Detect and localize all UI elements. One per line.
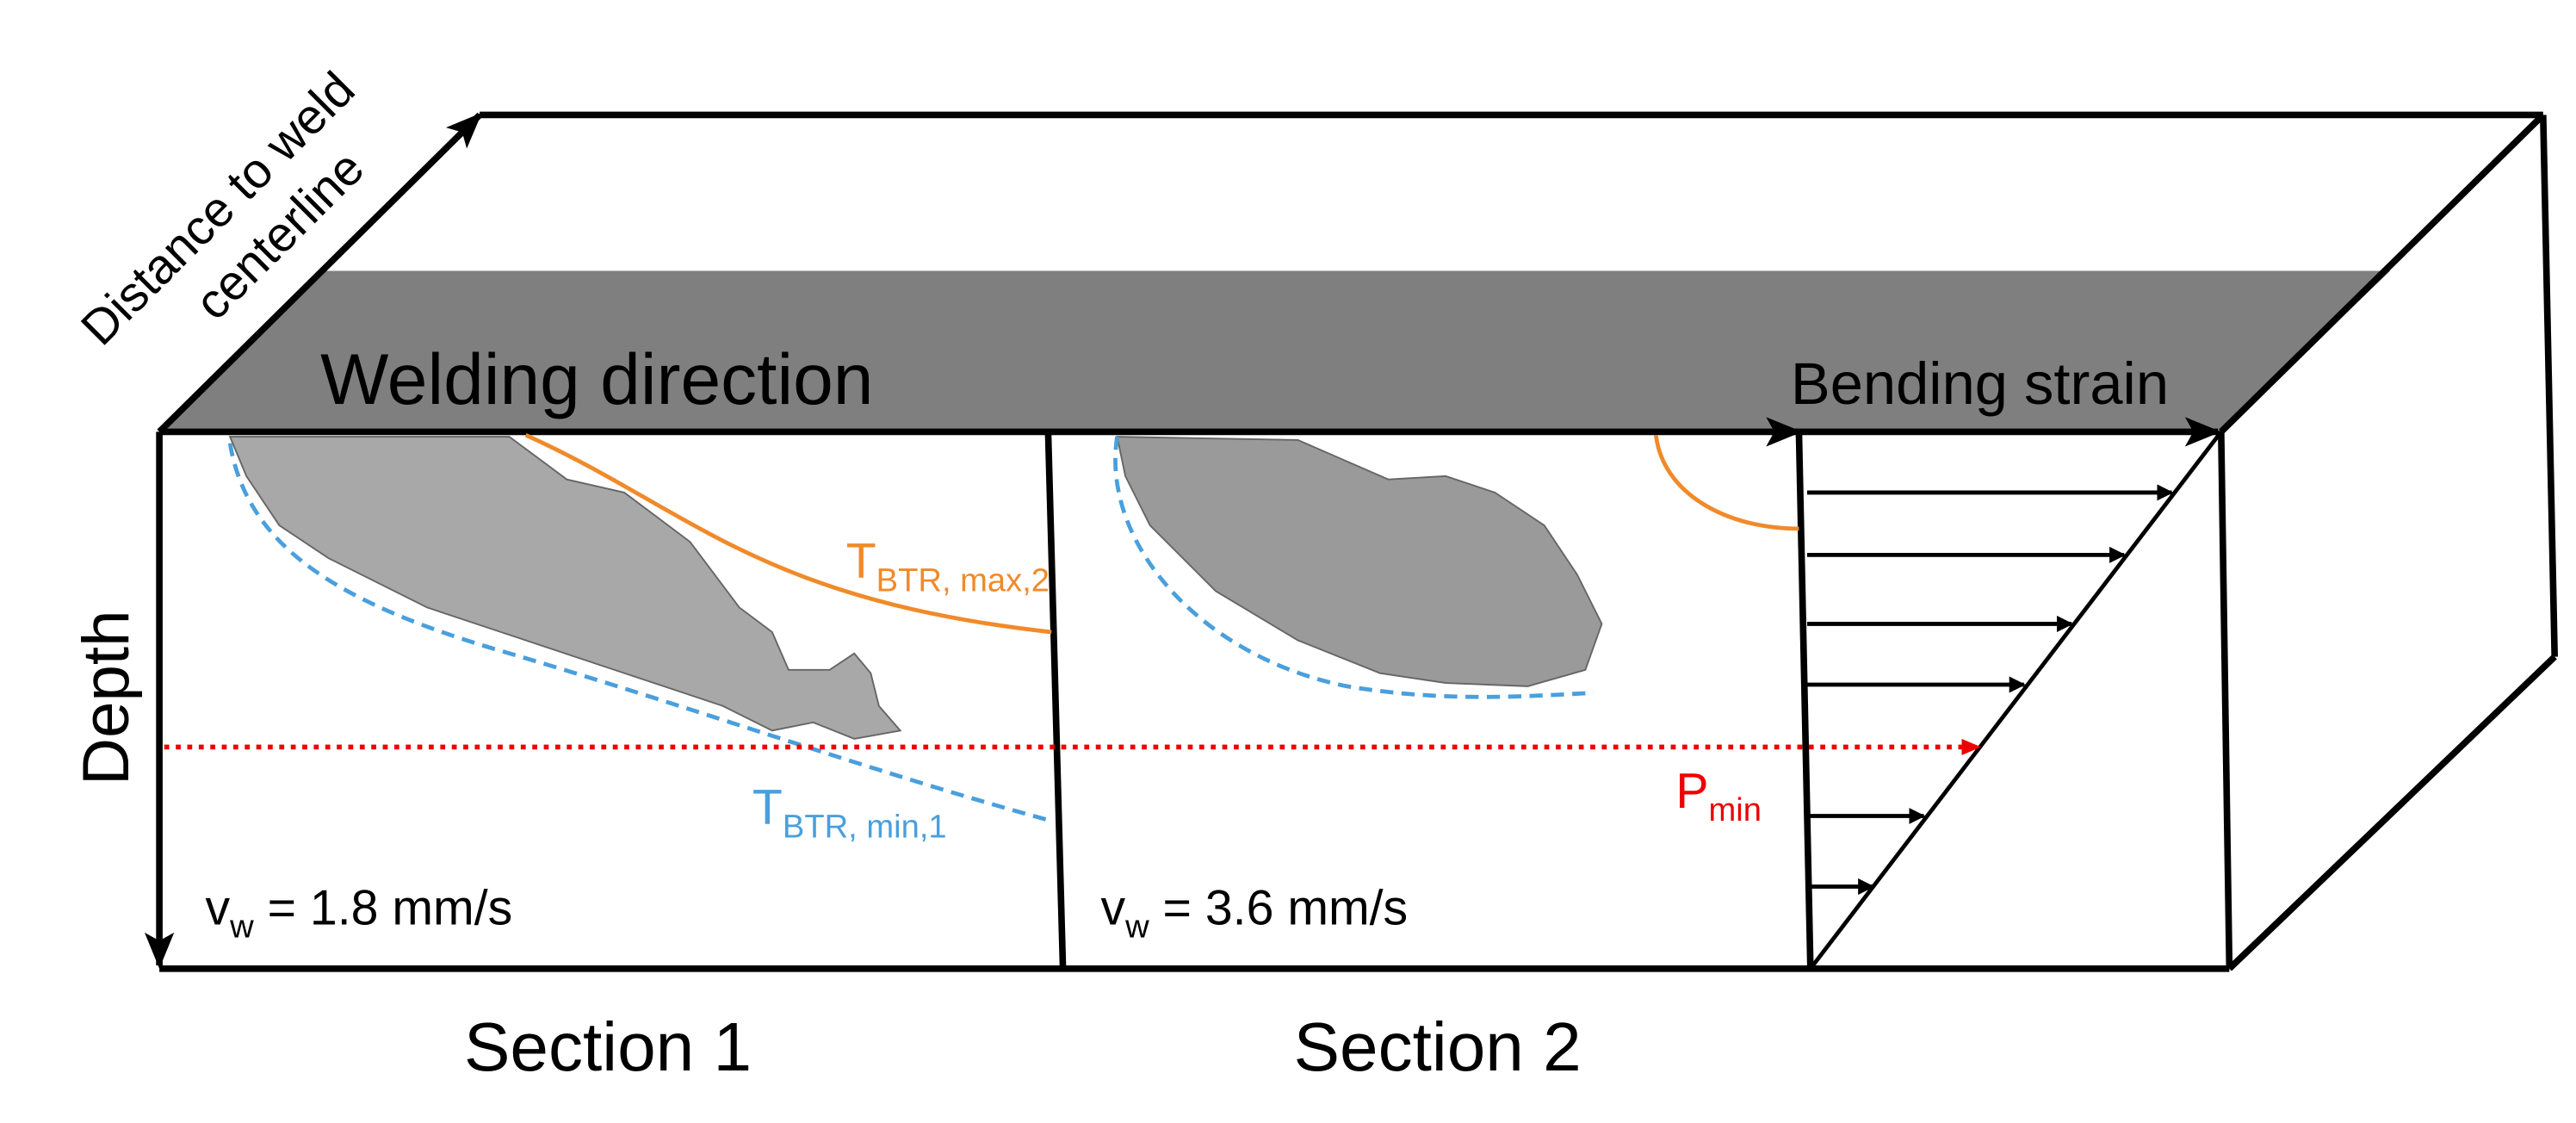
header-label: Welding direction <box>320 338 873 419</box>
label-rest: = 3.6 mm/s <box>1149 880 1409 935</box>
label-main: v <box>206 880 231 935</box>
p-min-label: Pmin <box>1675 764 1762 828</box>
gray-band <box>159 270 2391 432</box>
t-max-label: TBTR, max,2 <box>846 534 1050 599</box>
label-rest: = 1.8 mm/s <box>254 880 513 935</box>
label-main: P <box>1675 764 1708 819</box>
section-label: Section 2 <box>1294 1008 1582 1085</box>
label-sub: min <box>1709 791 1762 828</box>
section-label: Section 1 <box>464 1008 752 1085</box>
label-main: T <box>846 534 876 589</box>
label-sub: w <box>1124 909 1149 946</box>
t-min-curve <box>227 443 1052 823</box>
axis-label: Depth <box>70 610 143 785</box>
label-main: T <box>752 780 783 835</box>
weld-grain-2 <box>1116 436 1603 687</box>
box <box>144 111 2559 972</box>
speed-label: vw = 1.8 mm/s <box>206 880 513 945</box>
label-sub: BTR, min,1 <box>783 808 947 845</box>
t-min-label: TBTR, min,1 <box>752 780 947 845</box>
speed-label: vw = 3.6 mm/s <box>1100 880 1408 945</box>
weld-grain-1 <box>228 436 902 740</box>
header-label: Bending strain <box>1791 351 2169 417</box>
t-max-curve <box>524 433 1052 635</box>
label-main: v <box>1100 880 1125 935</box>
strain-arrows <box>1806 484 2174 896</box>
t-min-curve-2 <box>1113 436 1595 699</box>
t-max-curve-2 <box>1654 434 1799 531</box>
label-sub: w <box>229 909 254 946</box>
label-sub: BTR, max,2 <box>876 562 1050 599</box>
